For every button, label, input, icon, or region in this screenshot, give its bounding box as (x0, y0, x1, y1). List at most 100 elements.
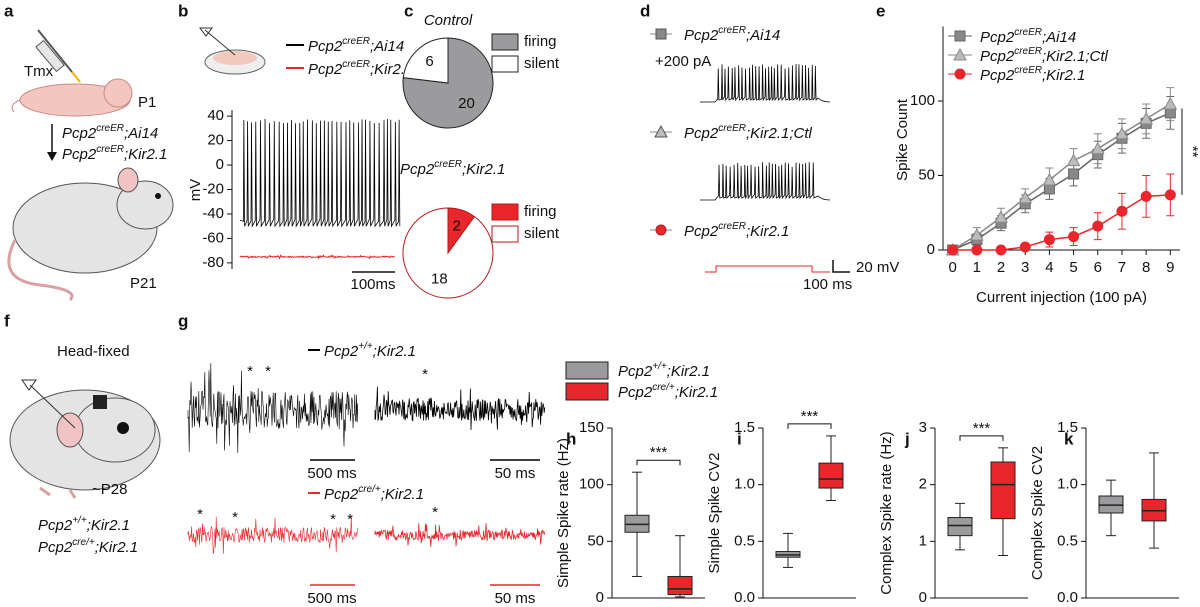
marker (654, 124, 668, 138)
allele: cre/+ (358, 484, 381, 495)
extracellular-trace (187, 363, 359, 453)
y-axis-label: Simple Spike rate (Hz) (555, 438, 572, 588)
legend-label: firing (524, 203, 557, 220)
spike-marker: * (265, 363, 271, 380)
panel-label: e (876, 1, 885, 20)
legend-swatch (491, 225, 519, 243)
x-tick-label: 5 (1069, 259, 1077, 276)
scale-label: 50 ms (495, 590, 536, 607)
y-tick-label: -20 (202, 180, 224, 197)
legend-label: Pcp2creER;Ai14 (980, 27, 1076, 46)
panel-label: d (640, 1, 650, 20)
extracellular-trace (187, 515, 359, 554)
y-tick-label: 0.0 (1057, 589, 1078, 606)
marker (1018, 190, 1033, 204)
box (947, 517, 973, 537)
age-label: ~P28 (92, 481, 127, 498)
line: ;Kir2.1 (373, 343, 416, 360)
marker (947, 244, 959, 256)
gene: Pcp2 (684, 125, 719, 142)
marker (1043, 234, 1055, 246)
line: ;Kir2.1 (124, 146, 167, 163)
y-tick-label: 50 (587, 532, 604, 549)
gene: Pcp2 (618, 363, 653, 380)
scale-label: 20 mV (856, 259, 899, 276)
line: ;Kir2.1 (667, 363, 710, 380)
significance: ** (1184, 146, 1200, 158)
illustration-a (7, 29, 174, 302)
significance-bracket (636, 459, 681, 466)
y-tick-label: -60 (202, 229, 224, 246)
pie-value-label: 20 (458, 95, 475, 112)
pie-slice (402, 37, 494, 129)
allele: +/+ (72, 515, 87, 526)
panel-label: i (737, 429, 742, 448)
y-tick-label: 100 (910, 92, 935, 109)
y-tick-label: 20 (207, 132, 224, 149)
genotype: Pcp2creER;Kir2.1 (62, 144, 167, 163)
gene: Pcp2 (308, 38, 343, 55)
marker (655, 28, 667, 40)
panel-label: f (4, 311, 10, 330)
line: ;Kir2.1 (381, 486, 424, 503)
line: ;Kir2.1 (462, 161, 505, 178)
spike-marker: * (197, 506, 203, 523)
y-tick-label: 0.5 (1057, 532, 1078, 549)
gene: Pcp2 (618, 384, 653, 401)
y-tick-label: -80 (202, 254, 224, 271)
marker (1164, 189, 1176, 201)
gene: Pcp2 (324, 343, 359, 360)
legend-label: Pcp2+/+;Kir2.1 (618, 361, 710, 380)
legend-swatch (491, 203, 519, 221)
gene: Pcp2 (980, 29, 1015, 46)
line: ;Kir2.1;Ctl (746, 125, 813, 142)
allele: creER (96, 144, 124, 155)
illustration-f (9, 379, 161, 499)
allele: creER (1014, 46, 1042, 57)
y-tick-label: 1 (919, 532, 927, 549)
pie-value-label: 18 (431, 271, 448, 288)
x-tick-label: 7 (1118, 259, 1126, 276)
allele: creER (718, 25, 746, 36)
y-tick-label: 0.5 (734, 532, 755, 549)
line: ;Ai14 (124, 125, 158, 142)
y-tick-label: 1.0 (1057, 476, 1078, 493)
legend-label: Pcp2creER;Kir2.1 (308, 59, 413, 78)
y-tick-label: 2 (919, 476, 927, 493)
y-axis-label: Spike Count (894, 98, 911, 181)
y-axis-label: Simple Spike CV2 (706, 453, 723, 574)
marker (970, 228, 984, 241)
pie-title: Pcp2creER;Kir2.1 (400, 159, 505, 178)
gene: Pcp2 (980, 48, 1015, 65)
series-line (952, 103, 1171, 251)
allele: cre/+ (72, 537, 95, 548)
genotype: Pcp2+/+;Kir2.1 (38, 515, 130, 534)
series-line (952, 194, 1171, 251)
voltage-trace (705, 265, 830, 273)
y-tick-label: -40 (202, 205, 224, 222)
panel-label: h (566, 429, 576, 448)
voltage-trace (239, 254, 395, 260)
line: ;Kir2.1 (95, 539, 138, 556)
gene: Pcp2 (324, 486, 359, 503)
legend-swatch (565, 361, 609, 380)
scale-label: 500 ms (307, 590, 356, 607)
genotype: Pcp2cre/+;Kir2.1 (38, 537, 138, 556)
spike-marker: * (232, 509, 238, 526)
allele: creER (434, 159, 462, 170)
x-tick-label: 4 (1045, 259, 1053, 276)
spike-marker: * (422, 366, 428, 383)
voltage-trace (700, 63, 831, 103)
y-tick-label: 50 (918, 166, 935, 183)
legend-label: Pcp2creER;Kir2.1 (980, 65, 1085, 84)
spike-marker: * (432, 504, 438, 521)
legend-label: silent (524, 55, 560, 72)
gene: Pcp2 (62, 146, 97, 163)
marker (1116, 205, 1128, 217)
legend-label: Pcp2creER;Kir2.1;Ctl (684, 123, 813, 142)
marker (1163, 96, 1178, 110)
allele: cre/+ (652, 382, 675, 393)
legend-label: Pcp2cre/+;Kir2.1 (324, 484, 424, 503)
gene: Pcp2 (38, 539, 73, 556)
